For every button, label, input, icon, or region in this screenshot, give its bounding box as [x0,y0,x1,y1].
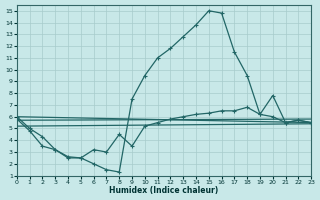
X-axis label: Humidex (Indice chaleur): Humidex (Indice chaleur) [109,186,219,195]
